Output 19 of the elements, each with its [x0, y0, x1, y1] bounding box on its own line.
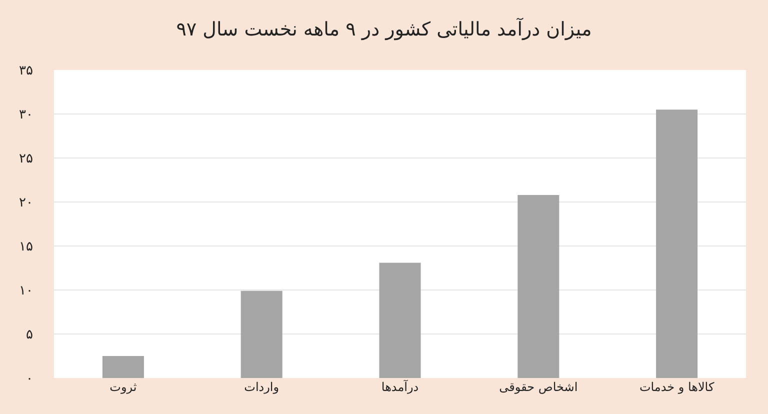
bar [656, 110, 698, 378]
bar [379, 262, 421, 378]
y-tick-label: ۰ [26, 372, 33, 387]
y-tick-label: ۵ [26, 328, 34, 343]
y-tick-label: ۲۵ [19, 152, 34, 167]
x-tick-label: اشخاص حقوقی [499, 380, 578, 394]
chart-title: میزان درآمد مالیاتی کشور در ۹ ماهه نخست سال ۹۷ [176, 18, 592, 41]
x-tick-label: واردات [244, 380, 280, 394]
x-tick-label: درآمدها [381, 379, 419, 394]
y-tick-label: ۲۰ [19, 196, 33, 211]
y-tick-label: ۳۰ [19, 108, 33, 123]
bar [518, 194, 560, 378]
x-tick-label: ثروت [110, 380, 137, 394]
y-tick-label: ۱۵ [19, 240, 34, 255]
x-tick-label: کالاها و خدمات [639, 380, 714, 394]
bar [102, 356, 144, 378]
y-tick-label: ۳۵ [19, 64, 34, 79]
bar [240, 290, 282, 378]
y-tick-label: ۱۰ [19, 284, 33, 299]
